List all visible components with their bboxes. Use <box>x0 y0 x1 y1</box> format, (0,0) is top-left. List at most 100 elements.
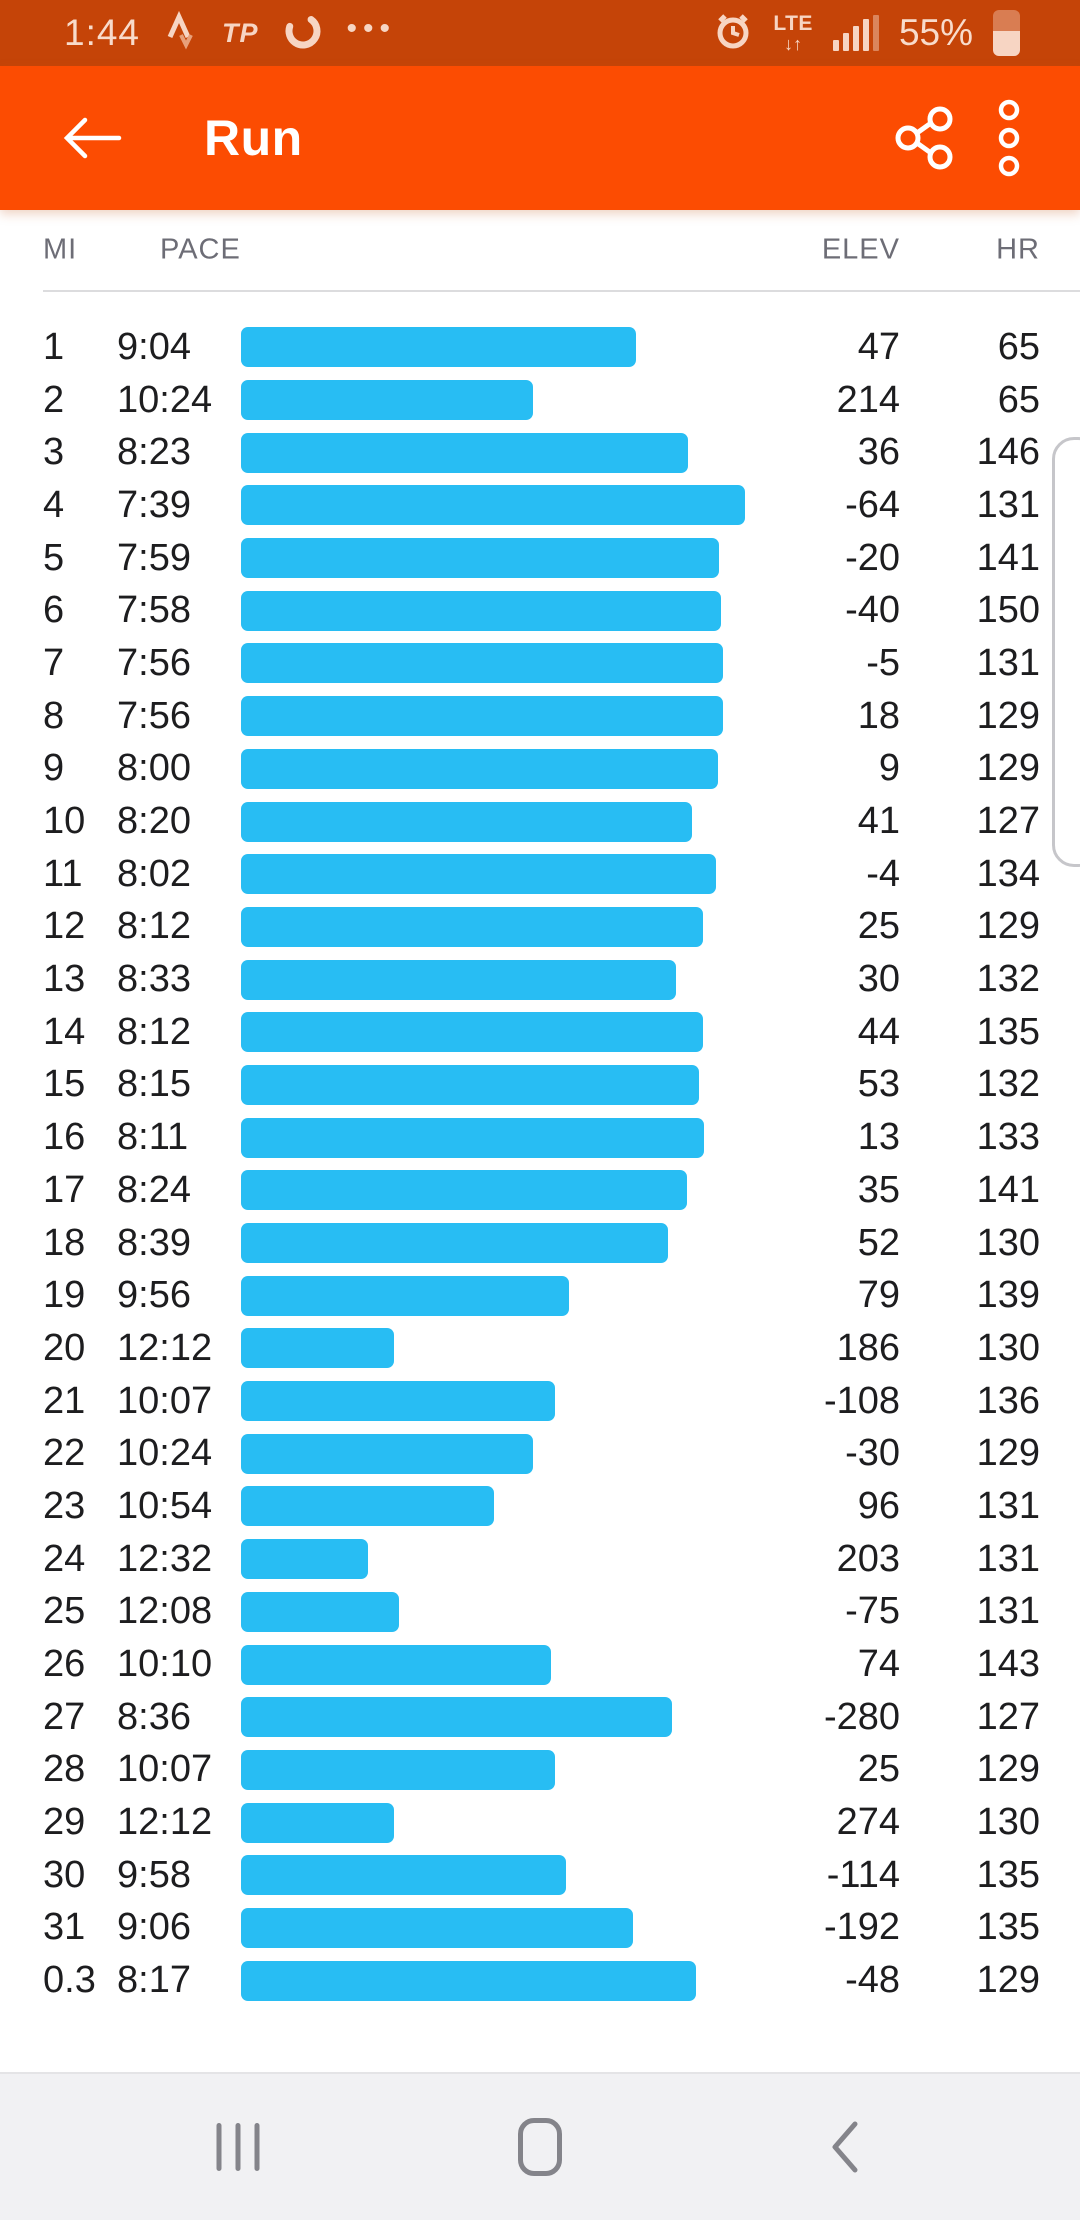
split-hr: 146 <box>976 431 1040 474</box>
split-hr: 134 <box>976 852 1040 895</box>
table-row: 28 10:07 25 129 <box>0 1744 1080 1797</box>
split-pace: 7:59 <box>117 536 191 579</box>
table-row: 2 10:24 214 65 <box>0 374 1080 427</box>
split-pace: 10:10 <box>117 1643 213 1686</box>
split-elev: -280 <box>823 1695 900 1738</box>
split-elev: -30 <box>845 1432 900 1475</box>
split-pace: 9:06 <box>117 1906 191 1949</box>
split-pace: 8:39 <box>117 1221 191 1264</box>
table-row: 16 8:11 13 133 <box>0 1111 1080 1164</box>
split-mile: 25 <box>43 1590 86 1633</box>
pace-bar <box>241 1064 699 1105</box>
split-mile: 16 <box>43 1116 86 1159</box>
split-elev: -20 <box>845 536 900 579</box>
home-button[interactable] <box>518 2118 562 2176</box>
pace-bar <box>241 1381 555 1422</box>
pace-bar-track <box>241 696 750 737</box>
table-row: 26 10:10 74 143 <box>0 1638 1080 1691</box>
split-mile: 8 <box>43 694 65 737</box>
split-mile: 4 <box>43 483 65 526</box>
pace-bar-track <box>241 959 750 1000</box>
split-elev: 47 <box>857 325 900 368</box>
split-pace: 8:12 <box>117 905 191 948</box>
split-mile: 11 <box>43 852 83 895</box>
split-pace: 7:56 <box>117 694 191 737</box>
pace-bar <box>241 590 721 631</box>
split-elev: 18 <box>857 694 900 737</box>
table-row: 14 8:12 44 135 <box>0 1006 1080 1059</box>
pace-bar-track <box>241 1012 750 1053</box>
pace-bar <box>241 1433 533 1474</box>
pace-bar <box>241 1749 555 1790</box>
split-hr: 129 <box>976 694 1040 737</box>
battery-percent-text: 55% <box>898 12 973 53</box>
split-elev: 52 <box>857 1221 900 1264</box>
pace-bar <box>241 1486 495 1527</box>
pace-bar <box>241 801 693 842</box>
scrollbar-thumb[interactable] <box>1052 437 1080 867</box>
split-pace: 10:24 <box>117 1432 213 1475</box>
column-header-elev: ELEV <box>821 233 900 266</box>
split-mile: 10 <box>43 800 86 843</box>
column-header-hr: HR <box>996 233 1040 266</box>
navigation-bar <box>0 2072 1080 2220</box>
split-hr: 150 <box>976 589 1040 632</box>
pace-bar-track <box>241 1591 750 1632</box>
split-hr: 127 <box>976 1695 1040 1738</box>
split-mile: 17 <box>43 1168 86 1211</box>
pace-bar-track <box>241 538 750 579</box>
split-mile: 23 <box>43 1484 86 1527</box>
split-elev: 36 <box>857 431 900 474</box>
split-hr: 135 <box>976 1010 1040 1053</box>
pace-bar-track <box>241 643 750 684</box>
split-pace: 10:24 <box>117 378 213 421</box>
split-elev: -75 <box>845 1590 900 1633</box>
pace-bar-track <box>241 1960 750 2001</box>
split-mile: 27 <box>43 1695 86 1738</box>
split-mile: 14 <box>43 1010 86 1053</box>
table-row: 7 7:56 -5 131 <box>0 637 1080 690</box>
split-hr: 65 <box>997 325 1040 368</box>
split-elev: 35 <box>857 1168 900 1211</box>
split-pace: 12:12 <box>117 1801 213 1844</box>
pace-bar-track <box>241 485 750 526</box>
table-row: 19 9:56 79 139 <box>0 1269 1080 1322</box>
pace-bar <box>241 1012 703 1053</box>
split-elev: 274 <box>836 1801 900 1844</box>
split-elev: 214 <box>836 378 900 421</box>
split-mile: 15 <box>43 1063 86 1106</box>
split-elev: 13 <box>857 1116 900 1159</box>
header-divider <box>43 290 1080 292</box>
split-hr: 135 <box>976 1853 1040 1896</box>
splits-rows: 1 9:04 47 65 2 10:24 214 65 3 8:23 36 1 <box>0 321 1080 2007</box>
recents-button[interactable] <box>216 2123 260 2171</box>
clock-text: 1:44 <box>64 12 141 53</box>
pace-bar <box>241 643 724 684</box>
signal-strength-icon <box>832 15 879 51</box>
more-notifications-icon: ••• <box>346 12 397 45</box>
pace-bar-track <box>241 380 750 421</box>
table-row: 3 8:23 36 146 <box>0 426 1080 479</box>
pace-bar-track <box>241 1749 750 1790</box>
table-row: 23 10:54 96 131 <box>0 1480 1080 1533</box>
split-pace: 8:20 <box>117 800 191 843</box>
status-bar-left: 1:44 TP ••• <box>64 10 397 56</box>
split-mile: 7 <box>43 641 65 684</box>
table-row: 12 8:12 25 129 <box>0 901 1080 954</box>
pace-bar <box>241 432 689 473</box>
pace-bar <box>241 1328 394 1369</box>
pace-bar <box>241 1697 672 1738</box>
split-mile: 0.3 <box>43 1959 96 2002</box>
share-button[interactable] <box>878 78 974 198</box>
table-row: 30 9:58 -114 135 <box>0 1849 1080 1902</box>
split-elev: 53 <box>857 1063 900 1106</box>
android-back-button[interactable] <box>827 2119 861 2175</box>
overflow-menu-button[interactable] <box>974 78 1044 198</box>
pace-bar-track <box>241 1802 750 1843</box>
split-mile: 26 <box>43 1643 86 1686</box>
pace-bar-track <box>241 432 750 473</box>
back-button[interactable] <box>44 78 140 198</box>
page-title: Run <box>204 110 303 166</box>
split-mile: 6 <box>43 589 65 632</box>
